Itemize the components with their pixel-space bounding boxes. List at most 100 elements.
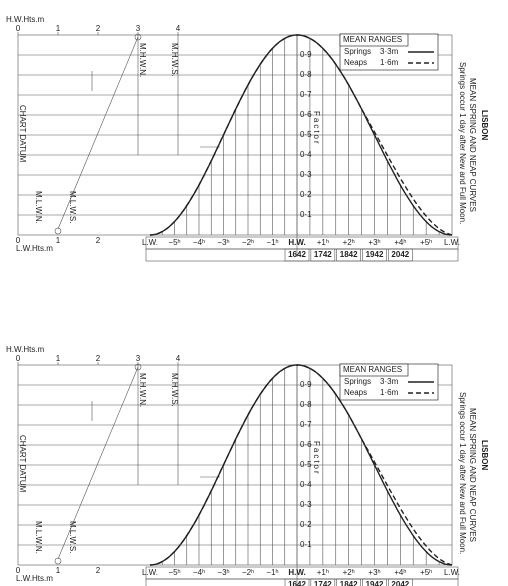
note: Springs occur 1 day after New and Full M… [458, 62, 467, 224]
mlws-label: M.L.W.S. [68, 191, 77, 223]
time-label: −3ʰ [217, 238, 229, 247]
mhwn-label: M.H.W.N. [138, 373, 147, 407]
port-name: LISBON [480, 440, 489, 470]
legend-title-box [339, 363, 409, 377]
time-label: +1ʰ [317, 238, 329, 247]
chart-datum-label: CHART DATUM [18, 435, 27, 493]
legend-neaps-range: 1·6m [380, 58, 399, 67]
time-label: −5ʰ [168, 568, 180, 577]
time-label: +5ʰ [420, 568, 432, 577]
factor-tick-label: 0·3 [300, 170, 312, 179]
time-cell [388, 578, 413, 586]
time-value: 1842 [340, 250, 358, 259]
factor-tick-label: 0·2 [300, 190, 312, 199]
legend-title: MEAN RANGES [343, 365, 402, 374]
hw-heights-label: H.W.Hts.m [6, 345, 45, 354]
mhwn-label: M.H.W.N. [138, 43, 147, 77]
time-label: −4ʰ [193, 238, 205, 247]
note: Springs occur 1 day after New and Full M… [458, 392, 467, 554]
time-cell [336, 248, 361, 262]
legend-title-box [339, 33, 409, 47]
time-value: 2042 [391, 580, 409, 586]
time-label: +3ʰ [368, 568, 380, 577]
range-point [54, 227, 62, 235]
height-tick-label: 2 [96, 566, 101, 575]
height-tick-label: 2 [96, 24, 101, 33]
subtitle: MEAN SPRING AND NEAP CURVES [468, 408, 477, 542]
time-label: −2ʰ [242, 238, 254, 247]
time-label: +4ʰ [394, 238, 406, 247]
time-label: L.W. [142, 238, 158, 247]
height-tick-label: 1 [56, 236, 61, 245]
factor-tick-label: 0·6 [300, 440, 312, 449]
time-label: −2ʰ [242, 568, 254, 577]
time-label: L.W. [444, 238, 460, 247]
mhws-label: M.H.W.S. [170, 373, 179, 407]
factor-tick-label: 0·2 [300, 520, 312, 529]
height-tick-label: 1 [56, 566, 61, 575]
mlwn-label: M.L.W.N. [34, 191, 43, 224]
time-label: −4ʰ [193, 568, 205, 577]
time-label: +2ʰ [343, 568, 355, 577]
time-label: +5ʰ [420, 238, 432, 247]
height-tick-label: 0 [16, 566, 21, 575]
factor-tick-label: 0·9 [300, 380, 312, 389]
height-tick-label: 3 [136, 354, 141, 363]
factor-tick-label: 0·9 [300, 50, 312, 59]
factor-tick-label: 0·1 [300, 210, 312, 219]
height-tick-label: 4 [176, 24, 181, 33]
time-label: +3ʰ [368, 238, 380, 247]
factor-tick-label: 0·8 [300, 400, 312, 409]
legend-neaps-range: 1·6m [380, 388, 399, 397]
range-line [57, 366, 139, 560]
legend-title: MEAN RANGES [343, 35, 402, 44]
height-tick-label: 3 [136, 24, 141, 33]
height-tick-label: 2 [96, 354, 101, 363]
height-tick-label: 1 [56, 354, 61, 363]
legend-neaps-label: Neaps [344, 388, 367, 397]
height-tick-label: 0 [16, 236, 21, 245]
legend-springs-label: Springs [344, 377, 371, 386]
time-value: 1642 [288, 580, 306, 586]
subtitle: MEAN SPRING AND NEAP CURVES [468, 78, 477, 212]
factor-tick-label: 0·5 [300, 130, 312, 139]
factor-tick-label: 0·4 [300, 480, 312, 489]
time-label: H.W. [288, 238, 305, 247]
time-label: +4ʰ [394, 568, 406, 577]
time-label: −1ʰ [266, 568, 278, 577]
legend-springs-range: 3·3m [380, 377, 399, 386]
time-value: 1842 [340, 580, 358, 586]
factor-tick-label: 0·7 [300, 90, 312, 99]
time-label: +2ʰ [343, 238, 355, 247]
port-name: LISBON [480, 110, 489, 140]
height-tick-label: 2 [96, 236, 101, 245]
time-label: +1ʰ [317, 568, 329, 577]
time-label: L.W. [142, 568, 158, 577]
height-tick-label: 1 [56, 24, 61, 33]
factor-tick-label: 0·7 [300, 420, 312, 429]
time-cell [362, 578, 387, 586]
tidal-panel: 0 0 1 1 2 2 3 4 H.W.Hts.m L.W.Hts.m M.H.W.N. M.H.W.… [6, 15, 489, 262]
mlws-label: M.L.W.S. [68, 521, 77, 553]
factor-tick-label: 0·8 [300, 70, 312, 79]
time-cell [336, 578, 361, 586]
tidal-panel: 0 0 1 1 2 2 3 4 H.W.Hts.m L.W.Hts.m M.H.W.N. M.H.W.… [6, 345, 489, 586]
time-value: 1642 [288, 250, 306, 259]
time-label: −5ʰ [168, 238, 180, 247]
factor-tick-label: 0·6 [300, 110, 312, 119]
height-tick-label: 0 [16, 354, 21, 363]
time-cell [284, 578, 310, 586]
lw-heights-label: L.W.Hts.m [16, 244, 53, 253]
time-cell [310, 578, 336, 586]
time-value: 2042 [391, 250, 409, 259]
neaps-curve [149, 34, 453, 236]
legend-springs-range: 3·3m [380, 47, 399, 56]
range-point [54, 557, 62, 565]
factor-tick-label: 0·4 [300, 150, 312, 159]
time-label: −3ʰ [217, 568, 229, 577]
factor-tick-label: 0·5 [300, 460, 312, 469]
time-cell [388, 248, 413, 262]
height-tick-label: 4 [176, 354, 181, 363]
mhws-label: M.H.W.S. [170, 43, 179, 77]
